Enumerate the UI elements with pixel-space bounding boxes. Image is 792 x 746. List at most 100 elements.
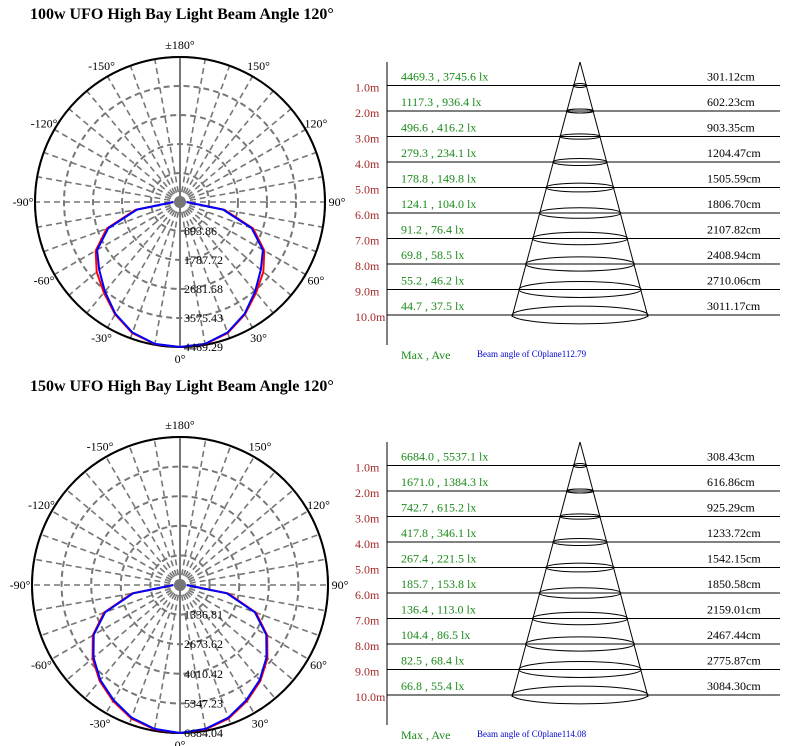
distance-label: 7.0m [355, 234, 380, 248]
angle-label: 120° [307, 498, 330, 512]
distance-label: 3.0m [355, 132, 380, 146]
lux-value: 6684.0 , 5537.1 lx [401, 450, 488, 464]
diameter-value: 1204.47cm [707, 146, 761, 160]
grid-spoke [51, 510, 181, 586]
grid-spoke [179, 584, 320, 637]
lux-value: 1117.3 , 936.4 lx [401, 95, 481, 109]
grid-spoke [179, 151, 317, 203]
beam-ellipse [572, 83, 588, 88]
cone-edge [511, 61, 581, 318]
distance-label: 1.0m [355, 461, 380, 475]
beam-ellipse [518, 661, 642, 678]
angle-label: -120° [31, 117, 58, 131]
diameter-value: 3084.30cm [707, 679, 761, 693]
grid-spoke [179, 201, 306, 276]
grid-spoke [40, 533, 181, 586]
grid-spoke [179, 584, 294, 681]
angle-label: 60° [308, 274, 325, 288]
distance-label: 8.0m [355, 259, 380, 273]
distance-label: 2.0m [355, 486, 380, 500]
grid-spoke [54, 201, 181, 276]
distance-label: 1.0m [355, 81, 380, 95]
grid-spoke [153, 439, 181, 586]
grid-spoke [129, 201, 181, 339]
grid-spoke [154, 201, 181, 345]
lux-value: 69.8 , 58.5 lx [401, 248, 464, 262]
grid-spoke [179, 584, 232, 725]
distance-label: 9.0m [355, 285, 380, 299]
grid-spoke [179, 471, 276, 586]
beam-angle-label: Beam angle of C0plane114.08 [477, 729, 587, 739]
lux-value: 496.6 , 416.2 lx [401, 121, 476, 135]
diameter-value: 2710.06cm [707, 274, 761, 288]
grid-spoke [179, 201, 254, 328]
grid-spoke [179, 90, 274, 203]
grid-spoke [68, 201, 181, 296]
diameter-value: 1505.59cm [707, 172, 761, 186]
lux-value: 185.7 , 153.8 lx [401, 577, 476, 591]
distance-label: 6.0m [355, 208, 380, 222]
chart-title-100w: 100w UFO High Bay Light Beam Angle 120° [30, 6, 334, 23]
grid-spoke [129, 65, 181, 203]
grid-spoke [84, 471, 181, 586]
grid-spoke [179, 510, 309, 586]
diameter-value: 903.35cm [707, 121, 755, 135]
diameter-value: 2107.82cm [707, 223, 761, 237]
grid-spoke [179, 76, 254, 203]
lux-value: 55.2 , 46.2 lx [401, 274, 464, 288]
grid-spoke [54, 128, 181, 203]
beam-ellipse [565, 488, 595, 494]
radial-label: 1787.72 [184, 253, 223, 267]
angle-label: -150° [88, 59, 115, 73]
angle-label: 90° [329, 195, 346, 209]
lux-value: 136.4 , 113.0 lx [401, 603, 476, 617]
angle-label: -30° [90, 717, 111, 731]
grid-spoke [128, 445, 181, 586]
grid-spoke [179, 108, 292, 203]
angle-label: 0° [175, 738, 186, 746]
radial-label: 4469.29 [184, 340, 223, 354]
diameter-value: 2408.94cm [707, 248, 761, 262]
distance-label: 4.0m [355, 537, 380, 551]
beam-ellipse [531, 231, 629, 246]
beam-ellipse [525, 256, 635, 272]
series-curve-C90 [92, 584, 268, 735]
chart-title-150w: 150w UFO High Bay Light Beam Angle 120° [30, 378, 334, 395]
grid-spoke [105, 456, 181, 586]
grid-circle [92, 114, 268, 290]
lux-value: 1671.0 , 1384.3 lx [401, 475, 488, 489]
diameter-value: 616.86cm [707, 475, 755, 489]
grid-spoke [153, 584, 181, 731]
diameter-value: 3011.17cm [707, 299, 761, 313]
lux-value: 91.2 , 76.4 lx [401, 223, 464, 237]
angle-label: 0° [175, 352, 186, 366]
grid-spoke [179, 584, 309, 660]
lux-value: 178.8 , 149.8 lx [401, 172, 476, 186]
grid-spoke [179, 456, 255, 586]
legend-max-ave: Max , Ave [401, 348, 450, 362]
grid-spoke [51, 584, 181, 660]
angle-label: -60° [31, 658, 52, 672]
beam-ellipse [538, 587, 622, 599]
diameter-value: 2467.44cm [707, 628, 761, 642]
grid-spoke [179, 201, 274, 314]
angle-label: 150° [247, 59, 270, 73]
distance-label: 6.0m [355, 588, 380, 602]
angle-label: -120° [28, 498, 55, 512]
lux-value: 279.3 , 234.1 lx [401, 146, 476, 160]
beam-ellipse [552, 157, 608, 167]
angle-label: 30° [252, 717, 269, 731]
distance-label: 10.0m [355, 690, 386, 704]
grid-spoke [68, 108, 181, 203]
radial-label: 2681.58 [184, 282, 223, 296]
grid-spoke [37, 176, 181, 203]
radial-label: 1336.81 [184, 608, 223, 622]
beam-ellipse [538, 207, 622, 219]
grid-spoke [66, 489, 181, 586]
grid-spoke [179, 59, 206, 203]
distance-label: 5.0m [355, 183, 380, 197]
lux-value: 417.8 , 346.1 lx [401, 526, 476, 540]
grid-spoke [179, 445, 232, 586]
lux-value: 124.1 , 104.0 lx [401, 197, 476, 211]
